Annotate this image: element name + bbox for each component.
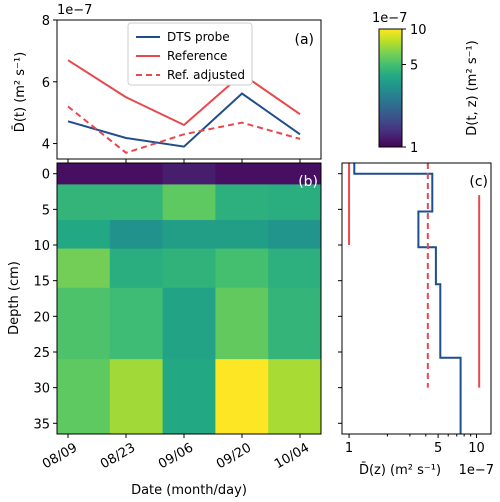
panel-c-exponent: 1e−7 <box>459 463 494 478</box>
panel-c-xtick-label: 1 <box>345 441 353 456</box>
panel-b-ytick-label: 0 <box>42 168 50 183</box>
heatmap-cell <box>57 359 111 435</box>
colorbar-tick-label: 5 <box>410 59 418 74</box>
panel-b-xtick-label: 08/23 <box>98 440 138 472</box>
panel-b-ytick-label: 30 <box>33 382 50 397</box>
legend-box <box>127 22 253 86</box>
series-line-2 <box>67 105 301 154</box>
series-line-1 <box>67 59 301 127</box>
heatmap-cell <box>57 248 111 289</box>
heatmap-cell <box>215 220 269 250</box>
legend-label-2: Ref. adjusted <box>167 68 245 82</box>
heatmap-cell <box>162 184 216 221</box>
panel-c-label: (c) <box>469 174 488 190</box>
panel-a-ytick-label: 8 <box>42 14 50 29</box>
heatmap-cell <box>268 163 322 185</box>
panel-a-label: (a) <box>294 32 314 48</box>
panel-a-frame <box>56 19 322 160</box>
panel-b-ylabel: Depth (cm) <box>7 261 22 335</box>
colorbar: 1 5 10 1e−7 D(t, z) (m² s⁻¹) <box>372 11 480 156</box>
panel-a: 4 6 8 1e−7 (a) D̄(t) (m² s⁻¹) DTS probe Ref… <box>13 3 322 163</box>
heatmap-cell <box>109 359 164 435</box>
colorbar-label: D(t, z) (m² s⁻¹) <box>465 40 480 135</box>
heatmap-cell <box>215 248 269 289</box>
heatmap-cell <box>215 163 269 185</box>
heatmap-cell <box>57 220 111 250</box>
panel-b-ytick-label: 10 <box>33 239 50 254</box>
panel-a-ylabel: D̄(t) (m² s⁻¹) <box>13 52 28 132</box>
colorbar-tick-label: 1 <box>410 141 418 156</box>
panel-a-ytick-label: 6 <box>42 76 50 91</box>
heatmap-cell <box>109 184 164 221</box>
heatmap-cell <box>215 287 269 360</box>
panel-b-ytick-label: 35 <box>33 417 50 432</box>
panel-a-ytick-label: 4 <box>42 138 50 153</box>
heatmap-cell <box>162 287 216 360</box>
panel-b-ytick-label: 25 <box>33 346 50 361</box>
panel-b: 0 5 10 15 20 25 30 35 08/09 08/23 09/06 09/20 10/04… <box>7 162 322 498</box>
profile-line-0 <box>353 163 462 434</box>
heatmap-cell <box>162 359 216 435</box>
panel-c: 1 5 10 (c) D̄(z) (m² s⁻¹) 1e−7 <box>338 162 494 478</box>
panel-b-xtick-label: 09/20 <box>214 440 254 472</box>
heatmap-cell <box>109 163 164 185</box>
panel-b-ytick-label: 20 <box>33 310 50 325</box>
panel-c-frame <box>341 162 492 435</box>
panel-a-exponent: 1e−7 <box>57 3 92 18</box>
heatmap-cell <box>268 184 322 221</box>
heatmap-cell <box>268 220 322 250</box>
heatmap-cell <box>109 287 164 360</box>
heatmap-cell <box>57 184 111 221</box>
legend-label-0: DTS probe <box>167 30 230 44</box>
colorbar-tick-label: 10 <box>410 23 427 38</box>
panel-c-xlabel: D̄(z) (m² s⁻¹) <box>359 463 441 478</box>
heatmap-cell <box>268 359 322 435</box>
heatmap-cell <box>57 163 111 185</box>
heatmap-cell <box>162 220 216 250</box>
colorbar-gradient <box>378 28 403 148</box>
panel-b-xtick-label: 10/04 <box>272 440 312 472</box>
colorbar-exponent: 1e−7 <box>372 11 407 26</box>
panel-b-xlabel: Date (month/day) <box>131 483 247 498</box>
panel-b-xtick-label: 09/06 <box>156 440 196 472</box>
series-line-0 <box>67 92 301 148</box>
heatmap-cell <box>57 287 111 360</box>
heatmap-cell <box>215 359 269 435</box>
heatmap-cell <box>268 248 322 289</box>
panel-b-frame <box>56 162 322 435</box>
panel-b-xtick-label: 08/09 <box>40 440 80 472</box>
legend-label-1: Reference <box>167 49 227 63</box>
panel-a-legend: DTS probe Reference Ref. adjusted <box>127 22 253 86</box>
heatmap-cell <box>162 248 216 289</box>
panel-c-xtick-label: 10 <box>468 441 485 456</box>
panel-b-ytick-label: 15 <box>33 275 50 290</box>
heatmap-cell <box>268 287 322 360</box>
heatmap-cell <box>109 220 164 250</box>
panel-c-xtick-label: 5 <box>434 441 442 456</box>
heatmap-cell <box>109 248 164 289</box>
heatmap-cell <box>215 184 269 221</box>
panel-b-label: (b) <box>298 174 318 190</box>
heatmap-cell <box>162 163 216 185</box>
panel-b-ytick-label: 5 <box>42 203 50 218</box>
